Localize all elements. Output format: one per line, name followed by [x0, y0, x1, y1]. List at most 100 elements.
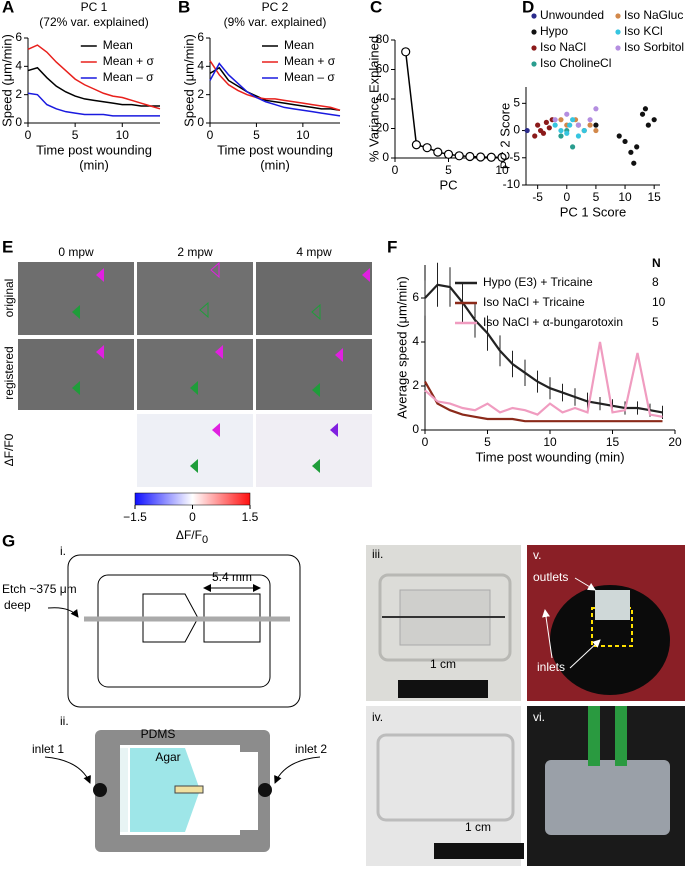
- y-tick-label: 2: [197, 87, 204, 101]
- x-tick-label: 10: [495, 163, 509, 177]
- legend-label: Mean – σ: [284, 70, 335, 84]
- legend-swatch: [615, 45, 621, 51]
- legend-label: Iso KCl: [624, 24, 663, 38]
- legend-swatch: [615, 13, 621, 19]
- y-tick-label: -10: [503, 177, 521, 191]
- point: [631, 160, 637, 166]
- row-label: registered: [2, 346, 16, 399]
- legend-label: Mean: [284, 38, 314, 52]
- point: [567, 122, 573, 128]
- x-axis-label: (min): [260, 157, 290, 172]
- point: [593, 127, 599, 134]
- legend-label: Unwounded: [540, 8, 604, 22]
- y-tick-label: 0: [15, 115, 22, 129]
- x-tick-label: 15: [647, 190, 661, 204]
- point: [645, 122, 651, 128]
- row-label: ΔF/F0: [2, 433, 16, 466]
- y-tick-label: 0: [412, 422, 419, 436]
- line: [424, 381, 663, 423]
- legend-label: Iso CholineCl: [540, 56, 611, 70]
- x-tick-label: -5: [532, 190, 543, 204]
- chart-subtitle: (9% var. explained): [224, 15, 327, 29]
- legend-swatch: [615, 29, 621, 35]
- point: [570, 144, 576, 150]
- x-tick-label: 15: [606, 435, 620, 449]
- column-label: 2 mpw: [177, 245, 213, 259]
- x-tick-label: 5: [253, 128, 260, 142]
- subpanel-label: vi.: [533, 710, 545, 724]
- point: [622, 138, 628, 145]
- chart-subtitle: (72% var. explained): [39, 15, 148, 29]
- colorbar-tick-label: 1.5: [242, 510, 259, 524]
- point: [552, 117, 558, 123]
- y-axis-label: Average speed (μm/min): [394, 276, 409, 418]
- marker: [476, 152, 486, 162]
- y-tick-label: -5: [509, 150, 520, 164]
- panel-label: E: [2, 237, 13, 256]
- legend-swatch: [531, 45, 537, 51]
- legend-label: Mean – σ: [103, 70, 154, 84]
- y-tick-label: 6: [412, 290, 419, 304]
- point: [535, 122, 541, 128]
- point: [587, 122, 593, 128]
- line: [209, 60, 341, 111]
- device-schematic: [44, 730, 321, 852]
- subpanel-label: v.: [533, 548, 541, 562]
- x-axis-label: Time post wounding: [36, 142, 152, 157]
- photos: [366, 545, 685, 866]
- marker: [422, 143, 432, 153]
- panel-label: B: [178, 0, 190, 16]
- x-tick-label: 5: [445, 163, 452, 177]
- point: [639, 111, 646, 117]
- y-tick-label: 4: [15, 59, 22, 73]
- subpanel-label: ii.: [60, 714, 69, 728]
- point: [558, 117, 564, 123]
- point: [570, 117, 576, 123]
- x-tick-label: 10: [618, 190, 632, 204]
- subpanel-label: i.: [60, 544, 66, 558]
- scale-label: 1 cm: [465, 820, 491, 834]
- panel-label: G: [2, 531, 15, 550]
- x-tick-label: 0: [25, 128, 32, 142]
- point: [628, 149, 634, 155]
- dimension-label: 5.4 mm: [212, 570, 252, 584]
- marker: [433, 147, 443, 157]
- y-axis-label: Speed (μm/min): [0, 34, 14, 127]
- panel-label: D: [522, 0, 534, 16]
- legend-label: Iso NaCl: [540, 40, 586, 54]
- colorbar-tick-label: 0: [189, 510, 196, 524]
- column-label: 4 mpw: [296, 245, 332, 259]
- x-tick-label: 0: [563, 190, 570, 204]
- y-tick-label: 40: [376, 91, 390, 105]
- point: [634, 144, 640, 150]
- legend-label: Iso Sorbitol: [624, 40, 684, 54]
- x-axis-label: Time post wounding (min): [475, 449, 624, 464]
- chart-title: PC 2: [262, 0, 289, 14]
- point: [543, 119, 549, 125]
- point: [616, 133, 622, 139]
- colorbar-label-main: ΔF/F: [176, 528, 202, 542]
- marker: [443, 149, 454, 159]
- point: [564, 130, 570, 136]
- panel-label: C: [370, 0, 382, 16]
- legend-swatch: [531, 29, 537, 35]
- subpanel-label: iv.: [372, 710, 383, 724]
- x-tick-label: 10: [116, 128, 130, 142]
- y-tick-label: 80: [376, 32, 390, 46]
- row-label: original: [2, 279, 16, 318]
- line: [27, 92, 160, 117]
- line: [27, 66, 160, 107]
- line: [209, 62, 341, 117]
- marker: [465, 151, 475, 162]
- point: [558, 133, 564, 139]
- point: [593, 122, 599, 128]
- panel-label: F: [387, 237, 397, 256]
- marker: [411, 140, 421, 150]
- marker: [401, 47, 411, 57]
- line: [424, 341, 663, 418]
- y-tick-label: 0: [513, 123, 520, 137]
- y-axis-label: PC 2 Score: [497, 103, 512, 169]
- y-axis-label: % Variance Explained: [366, 36, 381, 162]
- point: [651, 117, 657, 123]
- photo-annotation: outlets: [533, 570, 568, 584]
